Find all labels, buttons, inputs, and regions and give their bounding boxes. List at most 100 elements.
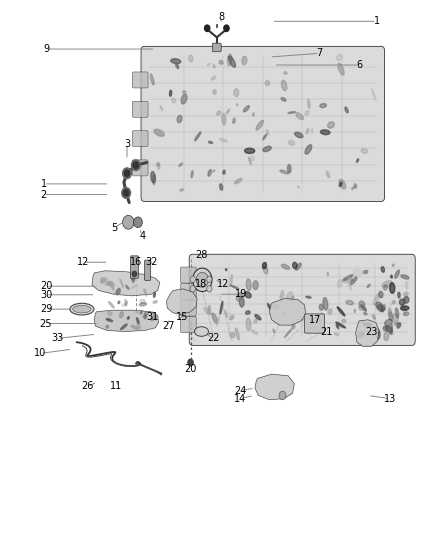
FancyBboxPatch shape: [131, 256, 138, 278]
Ellipse shape: [294, 132, 303, 138]
Ellipse shape: [145, 312, 148, 316]
Text: 20: 20: [184, 364, 197, 374]
Circle shape: [132, 271, 137, 277]
Ellipse shape: [394, 323, 401, 325]
Ellipse shape: [246, 318, 251, 330]
Ellipse shape: [131, 285, 138, 288]
Ellipse shape: [251, 156, 254, 160]
Ellipse shape: [339, 179, 346, 189]
Ellipse shape: [327, 272, 328, 276]
Text: 4: 4: [139, 231, 145, 240]
Ellipse shape: [135, 312, 142, 314]
Ellipse shape: [244, 292, 251, 298]
Ellipse shape: [176, 63, 179, 69]
Text: 18: 18: [195, 279, 208, 289]
Text: 8: 8: [218, 12, 224, 22]
Ellipse shape: [390, 325, 392, 334]
Text: 15: 15: [176, 312, 188, 322]
Ellipse shape: [212, 313, 218, 324]
FancyBboxPatch shape: [145, 260, 151, 280]
Ellipse shape: [382, 280, 392, 287]
Ellipse shape: [101, 278, 107, 281]
Ellipse shape: [140, 299, 145, 303]
Ellipse shape: [320, 103, 326, 108]
Ellipse shape: [337, 307, 345, 316]
Ellipse shape: [342, 319, 346, 322]
Ellipse shape: [188, 55, 193, 62]
Ellipse shape: [268, 303, 271, 309]
Ellipse shape: [141, 310, 142, 314]
Text: 19: 19: [235, 289, 247, 299]
Ellipse shape: [292, 296, 294, 301]
Ellipse shape: [376, 302, 382, 308]
Ellipse shape: [284, 71, 287, 75]
Ellipse shape: [73, 305, 91, 313]
Ellipse shape: [389, 312, 392, 320]
Ellipse shape: [211, 76, 216, 80]
Ellipse shape: [120, 279, 124, 287]
Ellipse shape: [126, 285, 129, 289]
Text: 32: 32: [145, 257, 157, 267]
Ellipse shape: [137, 324, 141, 329]
Ellipse shape: [406, 281, 408, 289]
Ellipse shape: [115, 290, 119, 295]
Ellipse shape: [359, 321, 366, 324]
Ellipse shape: [246, 279, 251, 290]
Polygon shape: [255, 374, 294, 400]
Ellipse shape: [336, 54, 343, 60]
Ellipse shape: [144, 289, 147, 296]
Ellipse shape: [122, 304, 124, 306]
Text: 2: 2: [41, 190, 47, 199]
Ellipse shape: [220, 301, 223, 314]
FancyBboxPatch shape: [180, 284, 196, 300]
Ellipse shape: [273, 329, 275, 333]
Ellipse shape: [389, 308, 391, 317]
Ellipse shape: [392, 264, 394, 266]
Ellipse shape: [197, 277, 203, 280]
Ellipse shape: [348, 280, 351, 290]
Ellipse shape: [216, 316, 220, 326]
Ellipse shape: [393, 314, 398, 323]
Ellipse shape: [361, 305, 366, 311]
Ellipse shape: [171, 59, 181, 63]
Ellipse shape: [156, 163, 159, 166]
Circle shape: [279, 391, 286, 400]
Ellipse shape: [225, 310, 227, 318]
Ellipse shape: [254, 319, 257, 323]
Ellipse shape: [230, 285, 239, 289]
Ellipse shape: [397, 323, 401, 328]
Ellipse shape: [326, 171, 330, 177]
Ellipse shape: [106, 319, 113, 321]
Text: 20: 20: [40, 281, 52, 291]
Ellipse shape: [207, 63, 210, 66]
Ellipse shape: [194, 132, 201, 141]
Ellipse shape: [377, 305, 385, 311]
Text: 30: 30: [40, 290, 52, 300]
Ellipse shape: [265, 267, 268, 270]
Ellipse shape: [403, 304, 406, 315]
Ellipse shape: [177, 115, 182, 123]
Ellipse shape: [371, 88, 376, 100]
Ellipse shape: [319, 304, 323, 310]
Ellipse shape: [286, 292, 293, 300]
Ellipse shape: [229, 56, 236, 67]
Text: 7: 7: [317, 49, 323, 58]
Circle shape: [133, 162, 138, 168]
Ellipse shape: [226, 269, 227, 271]
Ellipse shape: [389, 301, 394, 308]
Ellipse shape: [204, 308, 212, 315]
Ellipse shape: [361, 149, 368, 154]
FancyBboxPatch shape: [180, 267, 196, 283]
Ellipse shape: [265, 80, 270, 86]
Ellipse shape: [382, 305, 385, 310]
Text: 12: 12: [217, 279, 230, 289]
Ellipse shape: [131, 278, 134, 280]
Ellipse shape: [180, 189, 184, 191]
Ellipse shape: [256, 120, 263, 130]
Ellipse shape: [220, 139, 227, 142]
Ellipse shape: [70, 303, 94, 315]
Text: 23: 23: [365, 327, 378, 336]
Ellipse shape: [107, 281, 113, 286]
Text: 33: 33: [51, 334, 63, 343]
Polygon shape: [166, 289, 197, 314]
